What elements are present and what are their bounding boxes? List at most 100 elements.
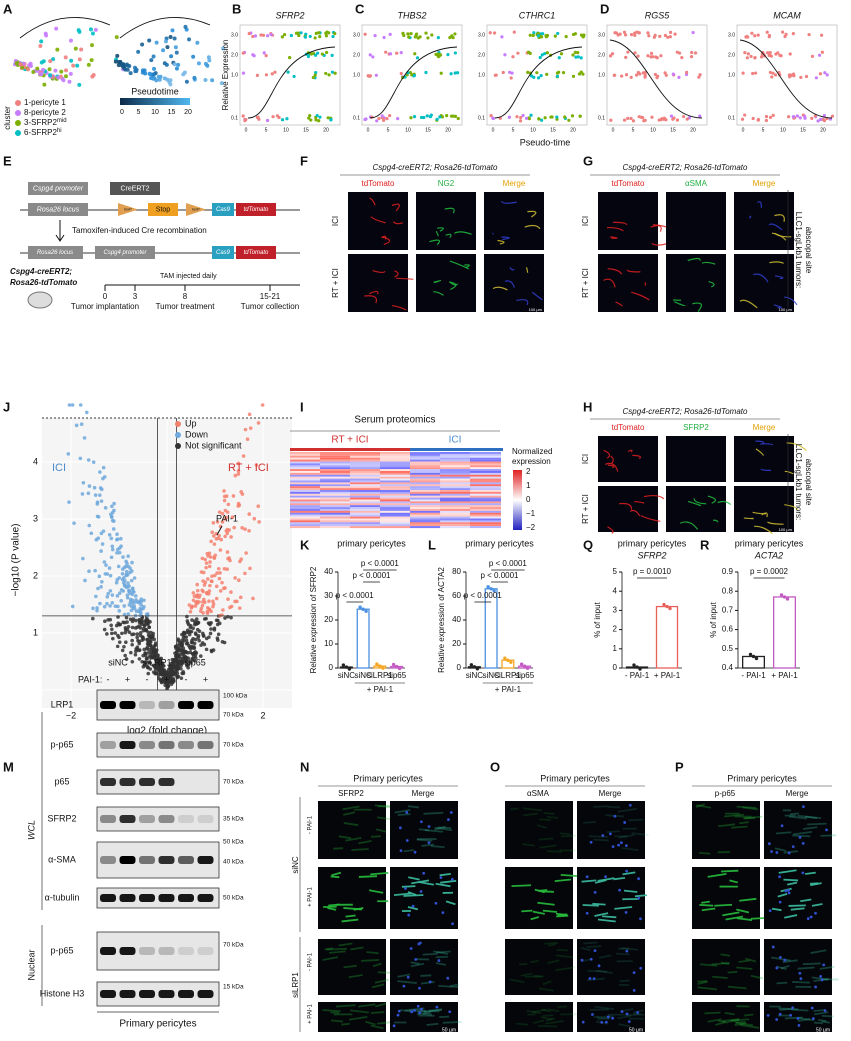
legend-swatch — [15, 110, 21, 116]
panel-letter: H — [583, 399, 592, 414]
trajectory-cell — [69, 39, 73, 43]
trajectory-cell — [48, 73, 52, 77]
signal — [538, 1026, 557, 1027]
replicate-dot — [783, 595, 786, 598]
tick-label: 20 — [323, 127, 329, 133]
expression-dot — [256, 74, 259, 77]
heat-cell — [350, 498, 380, 500]
expression-dot — [650, 116, 653, 119]
protein-dot — [142, 648, 146, 652]
band — [120, 815, 136, 823]
expression-dot — [333, 32, 336, 35]
expression-dot — [572, 75, 575, 78]
signal — [331, 877, 340, 878]
trajectory-cell — [79, 47, 83, 51]
y-tick-label: 30 — [324, 591, 333, 600]
protein-dot — [195, 583, 199, 587]
heat-cell — [410, 522, 441, 524]
heat-cell — [380, 526, 410, 528]
protein-dot — [109, 589, 113, 593]
trajectory-cell — [39, 39, 43, 43]
label: Primary pericytes — [727, 773, 797, 783]
blot-label: α-SMA — [48, 854, 76, 864]
nucleus — [798, 972, 801, 975]
expression-dot — [757, 119, 760, 122]
protein-dot — [229, 535, 233, 539]
signal — [628, 820, 643, 821]
expression-dot — [265, 73, 268, 76]
protein-dot — [248, 413, 252, 417]
expression-dot — [557, 71, 560, 74]
expression-dot — [644, 119, 647, 122]
trajectory-cell — [54, 27, 58, 31]
nucleus — [403, 985, 406, 988]
blot-label: p-p65 — [50, 739, 73, 749]
protein-dot — [191, 641, 195, 645]
heat-cell — [350, 511, 380, 513]
protein-dot — [208, 584, 212, 588]
nucleus — [787, 889, 790, 892]
nucleus — [604, 875, 607, 878]
protein-dot — [151, 645, 155, 649]
heat-cell — [350, 507, 380, 509]
heat-cell — [290, 488, 320, 490]
band — [100, 778, 116, 786]
expression-dot — [413, 74, 416, 77]
heat-cell — [380, 460, 410, 462]
trajectory-cell — [91, 32, 95, 36]
tick-label: 0.1 — [231, 115, 238, 121]
protein-dot — [100, 499, 104, 503]
heat-cell — [440, 501, 471, 503]
protein-dot — [72, 521, 76, 525]
tick-label: 10 — [283, 127, 289, 133]
heat-cell — [410, 488, 441, 490]
protein-dot — [205, 637, 209, 641]
heat-cell — [290, 513, 320, 515]
heat-cell — [290, 494, 320, 496]
blot-label: α-tubulin — [45, 892, 80, 902]
signal — [438, 827, 452, 828]
label: −log10 (P value) — [11, 524, 22, 597]
axis-title: Relative expression of ACTA2 — [437, 567, 446, 673]
trajectory-cell — [55, 48, 59, 52]
legend-text: 6-SFRP2 — [24, 128, 57, 137]
heat-cell — [380, 524, 410, 526]
expression-dot — [556, 75, 559, 78]
band — [120, 856, 136, 864]
expression-dot — [823, 71, 826, 74]
protein-dot — [244, 428, 248, 432]
signal — [822, 1016, 834, 1017]
protein-dot — [136, 632, 140, 636]
panel-letter: C — [355, 1, 365, 16]
trajectory-cell — [152, 55, 156, 59]
nucleus — [784, 890, 787, 893]
expression-dot — [308, 114, 311, 117]
protein-dot — [139, 603, 143, 607]
heat-cell — [320, 507, 350, 509]
trajectory-cell — [90, 75, 94, 79]
trajectory-cell — [207, 58, 211, 62]
nucleus — [810, 916, 813, 919]
expression-dot — [508, 116, 511, 119]
protein-dot — [257, 520, 261, 524]
label: siNC — [108, 657, 128, 667]
gene-title: RGS5 — [645, 10, 671, 20]
label: 3 — [33, 513, 38, 523]
nucleus — [821, 979, 824, 982]
expression-dot — [281, 35, 284, 38]
protein-dot — [128, 591, 132, 595]
colorbar — [120, 98, 190, 105]
trajectory-cell — [173, 37, 177, 41]
protein-dot — [105, 602, 109, 606]
protein-dot — [83, 579, 87, 583]
band — [198, 741, 214, 749]
protein-dot — [115, 581, 119, 585]
expression-dot — [765, 115, 768, 118]
micrograph — [764, 867, 832, 929]
signal — [404, 895, 424, 896]
expression-dot — [670, 115, 673, 118]
heat-cell — [350, 494, 380, 496]
expression-dot — [440, 72, 443, 75]
protein-dot — [104, 563, 108, 567]
label: Cspg4-creERT2; Rosa26-tdTomato — [623, 407, 749, 416]
